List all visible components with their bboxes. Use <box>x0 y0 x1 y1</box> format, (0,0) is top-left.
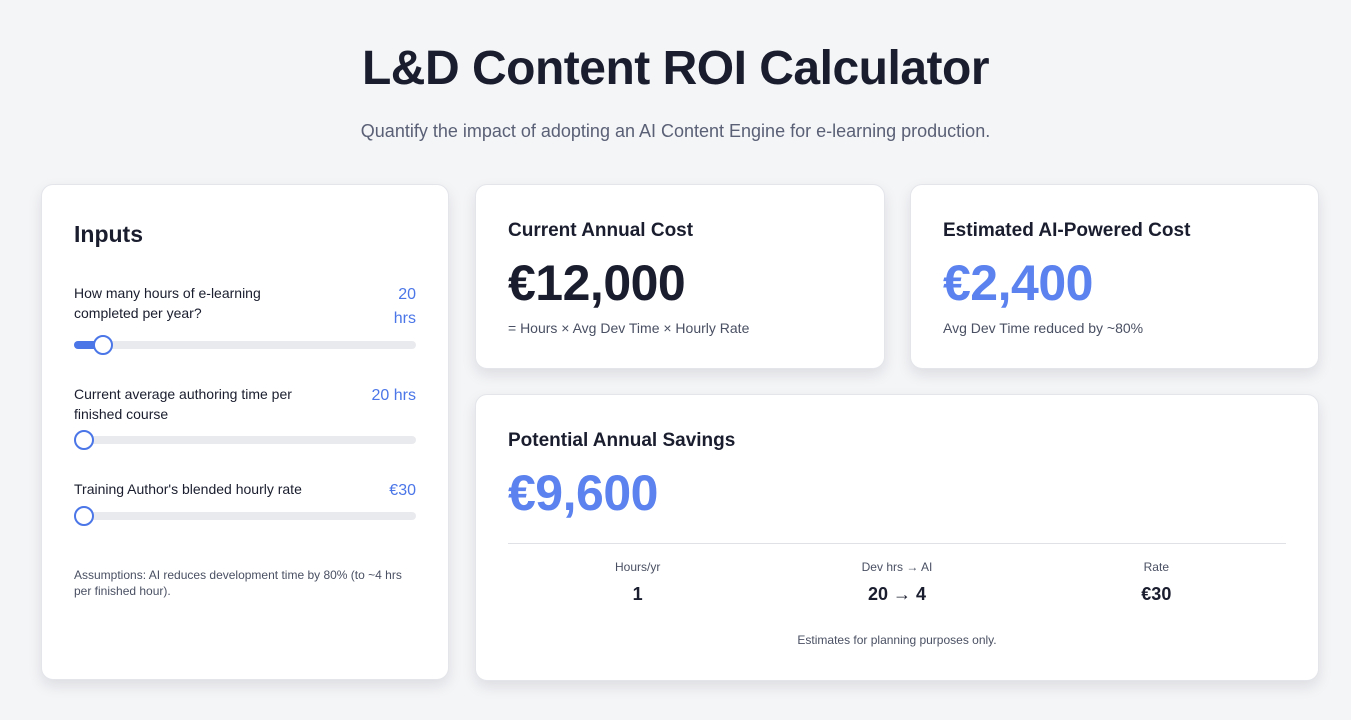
slider-fill <box>74 341 104 349</box>
savings-title: Potential Annual Savings <box>508 430 736 451</box>
metric-hours-per-year: Hours/yr 1 <box>508 559 767 605</box>
page-header: L&D Content ROI Calculator Quantify the … <box>0 40 1351 142</box>
metric-label: Dev hrs → AI <box>861 560 933 574</box>
slider-thumb[interactable] <box>93 335 114 355</box>
metric-label: Rate <box>1143 560 1169 574</box>
ai-cost-title: Estimated AI-Powered Cost <box>943 220 1191 241</box>
hours-per-year-value: 20 hrs <box>393 286 416 327</box>
ai-cost-note: Avg Dev Time reduced by ~80% <box>943 320 1144 336</box>
savings-card: Potential Annual Savings €9,600 Hours/yr… <box>475 394 1319 681</box>
authoring-time-field: Current average authoring time per finis… <box>74 384 416 450</box>
assumptions-note: Assumptions: AI reduces development time… <box>74 568 402 598</box>
hourly-rate-field: Training Author's blended hourly rate €3… <box>74 479 416 526</box>
hours-per-year-label: How many hours of e-learning completed p… <box>74 285 261 321</box>
inputs-heading: Inputs <box>74 221 143 247</box>
savings-metrics: Hours/yr 1 Dev hrs → AI 20 → 4 Rate €30 <box>508 559 1286 605</box>
metric-dev-hours: Dev hrs → AI 20 → 4 <box>767 559 1026 605</box>
inputs-card: Inputs How many hours of e-learning comp… <box>41 184 449 680</box>
slider-thumb[interactable] <box>74 506 94 526</box>
hourly-rate-slider[interactable] <box>74 506 416 526</box>
savings-divider <box>508 543 1286 544</box>
hourly-rate-label: Training Author's blended hourly rate <box>74 481 302 497</box>
metric-rate: Rate €30 <box>1027 559 1286 605</box>
metric-value: 1 <box>632 584 643 604</box>
ai-cost-value: €2,400 <box>943 255 1093 311</box>
page-subtitle: Quantify the impact of adopting an AI Co… <box>360 121 991 141</box>
current-cost-value: €12,000 <box>508 255 686 311</box>
metric-value: €30 <box>1141 584 1172 604</box>
ai-cost-card: Estimated AI-Powered Cost €2,400 Avg Dev… <box>910 184 1319 369</box>
authoring-time-value: 20 hrs <box>371 387 416 404</box>
hours-per-year-field: How many hours of e-learning completed p… <box>74 283 416 355</box>
disclaimer: Estimates for planning purposes only. <box>797 633 997 647</box>
authoring-time-label: Current average authoring time per finis… <box>74 386 292 422</box>
current-cost-title: Current Annual Cost <box>508 220 694 241</box>
authoring-time-slider[interactable] <box>74 430 416 450</box>
current-cost-card: Current Annual Cost €12,000 = Hours × Av… <box>475 184 885 369</box>
savings-value: €9,600 <box>508 465 658 521</box>
slider-thumb[interactable] <box>74 430 94 450</box>
current-cost-formula: = Hours × Avg Dev Time × Hourly Rate <box>508 320 750 336</box>
hourly-rate-value: €30 <box>389 482 416 499</box>
page-title: L&D Content ROI Calculator <box>361 42 990 95</box>
metric-label: Hours/yr <box>614 560 661 574</box>
metric-value: 20 → 4 <box>867 584 927 604</box>
hours-per-year-slider[interactable] <box>74 335 416 355</box>
